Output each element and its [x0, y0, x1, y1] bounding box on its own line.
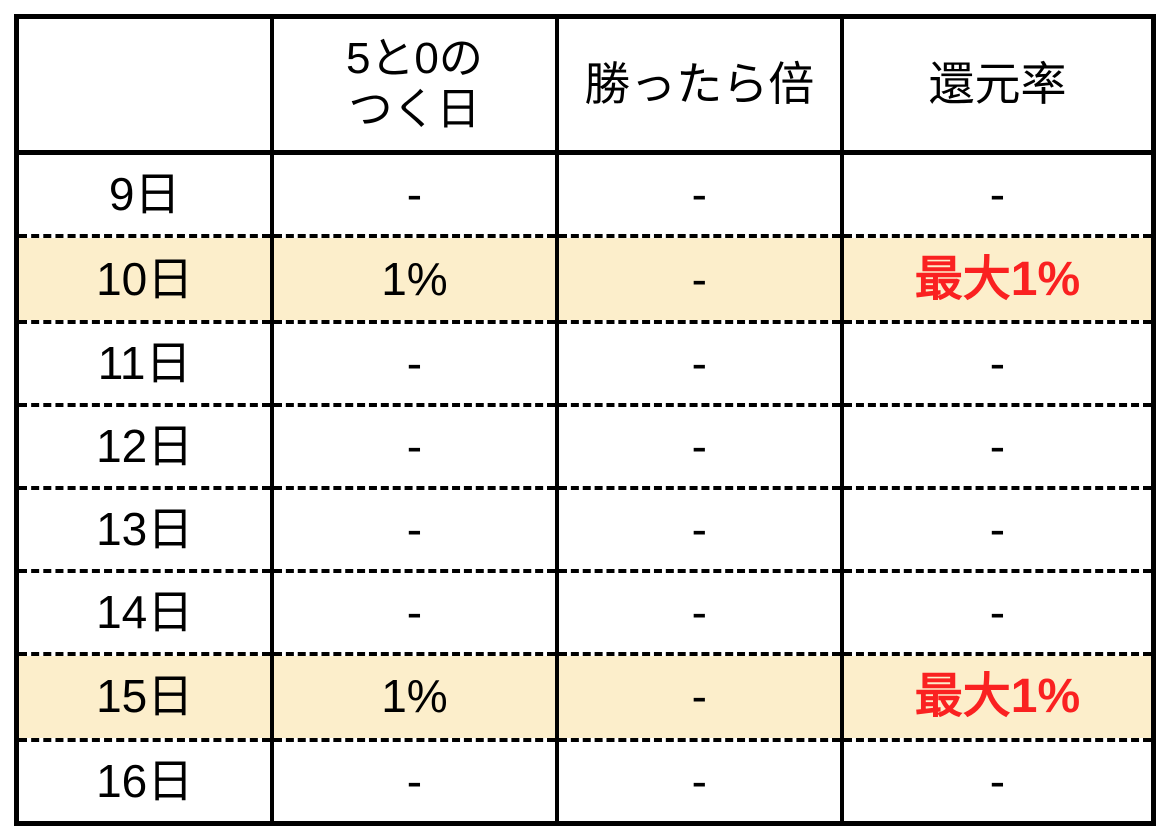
cell-five-zero: 1%	[270, 651, 557, 740]
cell-return-rate: -	[839, 485, 1154, 571]
table-row: 13日 - - -	[16, 485, 1154, 571]
cell-five-zero: 1%	[270, 234, 557, 323]
table-row: 14日 - - -	[16, 568, 1154, 654]
header-cell-day	[16, 16, 273, 155]
cell-return-rate: 最大1%	[839, 651, 1154, 740]
cell-win-double: -	[554, 320, 842, 406]
cell-return-rate: -	[839, 152, 1154, 237]
cell-five-zero: -	[270, 403, 557, 488]
cell-return-rate: -	[839, 737, 1154, 824]
cell-win-double: -	[554, 568, 842, 654]
header-cell-win-double: 勝ったら倍	[554, 16, 842, 155]
header-cell-five-zero-days: 5と0の つく日	[270, 16, 557, 155]
header-five-zero-line1: 5と0の	[345, 33, 483, 83]
rate-table: 5と0の つく日 勝ったら倍 還元率 9日 - - -10日 1% - 最大1% 11日 - - -1…	[14, 14, 1156, 826]
cell-win-double: -	[554, 737, 842, 824]
cell-five-zero: -	[270, 568, 557, 654]
table-row: 15日 1% - 最大1%	[16, 651, 1154, 740]
cell-win-double: -	[554, 234, 842, 323]
cell-day: 15日	[16, 651, 273, 740]
cell-return-rate: 最大1%	[839, 234, 1154, 323]
table-row: 9日 - - -	[17, 152, 1154, 237]
cell-day: 14日	[16, 568, 273, 654]
cell-win-double: -	[554, 485, 842, 571]
cell-five-zero: -	[270, 737, 557, 824]
cell-day: 13日	[16, 485, 273, 571]
cell-day: 10日	[16, 234, 273, 323]
table-row: 16日 - - -	[16, 737, 1154, 824]
cell-five-zero: -	[270, 485, 557, 571]
table-row: 10日 1% - 最大1%	[16, 234, 1154, 323]
cell-day: 9日	[108, 168, 181, 221]
cell-five-zero: -	[270, 320, 557, 406]
cell-day: 16日	[16, 737, 273, 824]
header-five-zero-line2: つく日	[348, 84, 481, 134]
cell-return-rate: -	[839, 403, 1154, 488]
cell-five-zero: -	[270, 152, 557, 237]
cell-day: 11日	[16, 320, 273, 406]
cell-win-double: -	[554, 403, 842, 488]
cell-return-rate: -	[839, 568, 1154, 654]
cell-win-double: -	[554, 651, 842, 740]
header-cell-return-rate: 還元率	[839, 16, 1154, 155]
table-body: 9日 - - -10日 1% - 最大1% 11日 - - -12日 - - -13日 - - -14日 - - -1…	[16, 152, 1154, 824]
cell-win-double: -	[554, 152, 842, 237]
cell-day: 12日	[16, 403, 273, 488]
cell-return-rate: -	[839, 320, 1154, 406]
header-row: 5と0の つく日 勝ったら倍 還元率	[16, 16, 1154, 155]
table-row: 12日 - - -	[16, 403, 1154, 488]
table-row: 11日 - - -	[16, 320, 1154, 406]
